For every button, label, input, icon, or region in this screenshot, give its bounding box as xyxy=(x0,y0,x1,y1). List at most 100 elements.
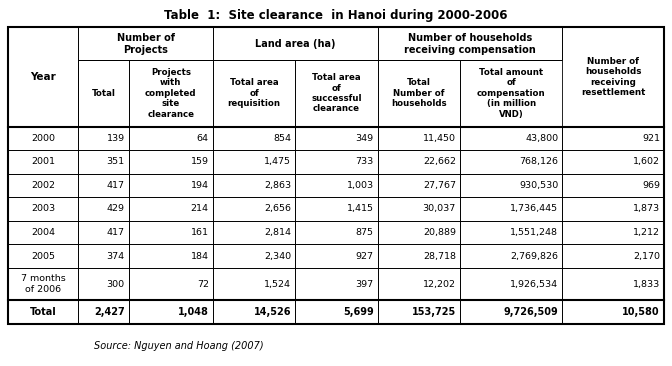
Bar xyxy=(79,268,129,300)
Bar xyxy=(562,221,664,244)
Bar xyxy=(295,268,378,300)
Text: 1,551,248: 1,551,248 xyxy=(510,228,558,237)
Text: Total: Total xyxy=(91,89,116,98)
Text: 139: 139 xyxy=(107,134,125,143)
Text: 10,580: 10,580 xyxy=(622,307,660,317)
Bar xyxy=(378,150,460,174)
Bar xyxy=(562,27,664,127)
Text: 1,926,534: 1,926,534 xyxy=(510,280,558,288)
Text: Total: Total xyxy=(30,307,56,317)
Text: 1,524: 1,524 xyxy=(264,280,291,288)
Bar xyxy=(129,60,213,127)
Bar xyxy=(378,244,460,268)
Text: Number of households
receiving compensation: Number of households receiving compensat… xyxy=(404,33,536,55)
Bar xyxy=(129,197,213,221)
Bar xyxy=(460,197,562,221)
Text: 300: 300 xyxy=(107,280,125,288)
Text: 349: 349 xyxy=(355,134,374,143)
Text: 2,769,826: 2,769,826 xyxy=(510,251,558,261)
Text: 927: 927 xyxy=(355,251,374,261)
Bar xyxy=(8,150,79,174)
Bar xyxy=(562,197,664,221)
Text: 351: 351 xyxy=(107,157,125,167)
Text: 43,800: 43,800 xyxy=(526,134,558,143)
Text: 214: 214 xyxy=(191,205,209,213)
Text: 1,212: 1,212 xyxy=(633,228,660,237)
Bar xyxy=(129,174,213,197)
Bar xyxy=(213,60,295,127)
Text: Number of
Projects: Number of Projects xyxy=(117,33,175,55)
Text: Projects
with
completed
site
clearance: Projects with completed site clearance xyxy=(145,68,197,119)
Text: 374: 374 xyxy=(107,251,125,261)
Text: 5,699: 5,699 xyxy=(343,307,374,317)
Bar xyxy=(129,268,213,300)
Text: 161: 161 xyxy=(191,228,209,237)
Bar xyxy=(295,221,378,244)
Bar xyxy=(8,268,79,300)
Text: 969: 969 xyxy=(642,181,660,190)
Text: 28,718: 28,718 xyxy=(423,251,456,261)
Text: 2001: 2001 xyxy=(32,157,55,167)
Bar xyxy=(129,27,213,60)
Bar xyxy=(295,300,378,324)
Bar xyxy=(8,60,79,127)
Text: Total
Number of
households: Total Number of households xyxy=(391,78,447,108)
Text: 194: 194 xyxy=(191,181,209,190)
Bar xyxy=(460,174,562,197)
Bar xyxy=(79,197,129,221)
Text: 2,656: 2,656 xyxy=(264,205,291,213)
Bar xyxy=(295,197,378,221)
Text: 2002: 2002 xyxy=(32,181,55,190)
Text: 11,450: 11,450 xyxy=(423,134,456,143)
Bar xyxy=(378,27,562,60)
Bar xyxy=(213,27,295,60)
Text: 14,526: 14,526 xyxy=(253,307,291,317)
Text: 2,170: 2,170 xyxy=(633,251,660,261)
Bar xyxy=(213,27,378,60)
Text: Number of
households
receiving
resettlement: Number of households receiving resettlem… xyxy=(581,57,645,97)
Bar xyxy=(213,197,295,221)
Text: 768,126: 768,126 xyxy=(519,157,558,167)
Bar xyxy=(79,150,129,174)
Bar xyxy=(378,268,460,300)
Bar xyxy=(562,127,664,150)
Text: 2,863: 2,863 xyxy=(264,181,291,190)
Text: 875: 875 xyxy=(355,228,374,237)
Bar xyxy=(460,221,562,244)
Bar xyxy=(460,27,562,60)
Bar xyxy=(378,60,460,127)
Bar xyxy=(295,27,378,60)
Bar xyxy=(8,300,79,324)
Text: 930,530: 930,530 xyxy=(519,181,558,190)
Bar xyxy=(562,60,664,127)
Text: 72: 72 xyxy=(197,280,209,288)
Text: Land area (ha): Land area (ha) xyxy=(255,39,335,49)
Bar xyxy=(460,300,562,324)
Bar xyxy=(562,27,664,127)
Bar xyxy=(129,127,213,150)
Text: 159: 159 xyxy=(191,157,209,167)
Text: 921: 921 xyxy=(642,134,660,143)
Text: 2,814: 2,814 xyxy=(264,228,291,237)
Text: Total amount
of
compensation
(in million
VND): Total amount of compensation (in million… xyxy=(477,68,546,119)
Text: Year: Year xyxy=(30,72,56,82)
Text: 64: 64 xyxy=(197,134,209,143)
Bar xyxy=(79,127,129,150)
Bar xyxy=(79,60,129,127)
Bar xyxy=(213,244,295,268)
Bar xyxy=(562,300,664,324)
Bar xyxy=(79,221,129,244)
Bar xyxy=(460,268,562,300)
Text: 30,037: 30,037 xyxy=(423,205,456,213)
Bar xyxy=(213,300,295,324)
Bar xyxy=(562,150,664,174)
Text: 153,725: 153,725 xyxy=(412,307,456,317)
Bar xyxy=(8,27,79,127)
Bar xyxy=(79,174,129,197)
Bar xyxy=(129,244,213,268)
Bar xyxy=(295,244,378,268)
Text: 2,427: 2,427 xyxy=(94,307,125,317)
Text: 1,736,445: 1,736,445 xyxy=(510,205,558,213)
Text: 854: 854 xyxy=(274,134,291,143)
Bar xyxy=(295,174,378,197)
